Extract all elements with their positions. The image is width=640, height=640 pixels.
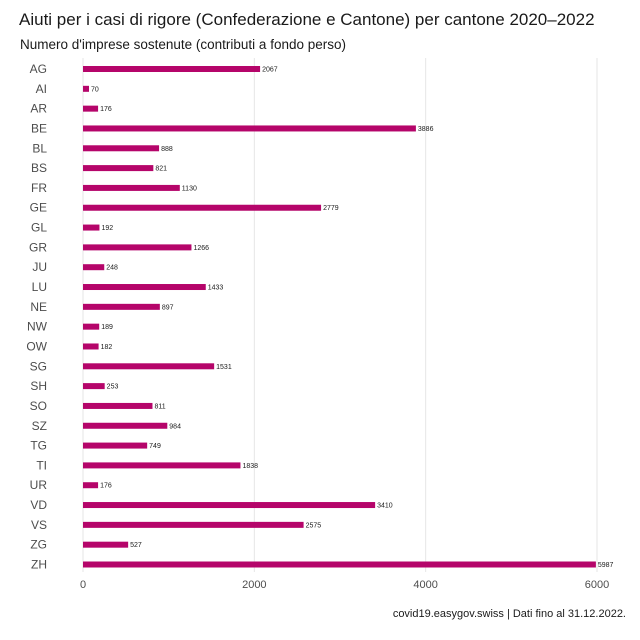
y-tick-label: BL xyxy=(32,141,47,155)
value-label: 182 xyxy=(101,344,113,351)
value-label: 70 xyxy=(91,86,99,93)
bar xyxy=(83,402,153,409)
bars xyxy=(83,66,596,568)
bar xyxy=(83,442,148,449)
value-label: 192 xyxy=(101,225,113,232)
bar xyxy=(83,125,416,132)
y-tick-label: OW xyxy=(26,339,47,353)
value-label: 897 xyxy=(162,304,174,311)
bar xyxy=(83,284,206,291)
value-label: 821 xyxy=(155,166,167,173)
y-tick-label: LU xyxy=(32,280,47,294)
y-tick-label: ZH xyxy=(31,558,47,572)
value-label: 2575 xyxy=(306,522,322,529)
bar xyxy=(83,343,99,350)
value-label: 3410 xyxy=(377,503,393,510)
y-tick-label: VD xyxy=(30,498,47,512)
y-tick-label: UR xyxy=(30,478,48,492)
value-label: 2779 xyxy=(323,205,339,212)
bar xyxy=(83,204,322,211)
source-caption: covid19.easygov.swiss | Dati fino al 31.… xyxy=(392,608,626,620)
bar xyxy=(83,145,160,152)
value-label: 1531 xyxy=(216,364,232,371)
bar xyxy=(83,264,105,271)
y-tick-label: BE xyxy=(31,121,47,135)
value-label: 1433 xyxy=(208,285,224,292)
y-tick-label: SZ xyxy=(32,419,47,433)
y-tick-label: SH xyxy=(30,379,47,393)
bar xyxy=(83,422,168,429)
y-tick-label: VS xyxy=(31,518,47,532)
grid-lines xyxy=(82,58,598,572)
y-axis-ticks: AG AI AR BE BL BS FR GE GL GR JU LU NE NW OW SG SH SO SZ TG… xyxy=(26,62,47,572)
y-tick-label: NE xyxy=(30,300,47,314)
bar xyxy=(83,482,99,489)
bar xyxy=(83,502,376,509)
y-tick-label: BS xyxy=(31,161,47,175)
value-label: 984 xyxy=(169,423,181,430)
value-label: 1130 xyxy=(182,185,197,192)
x-tick-label: 0 xyxy=(80,579,86,591)
y-tick-label: TI xyxy=(36,458,47,472)
bar xyxy=(83,303,160,310)
y-tick-label: GR xyxy=(29,240,47,254)
y-tick-label: GL xyxy=(31,221,47,235)
y-tick-label: SO xyxy=(30,399,47,413)
bar xyxy=(83,363,215,370)
value-label: 176 xyxy=(100,106,112,113)
bar xyxy=(83,521,304,528)
value-labels: 2067 70 176 3886 888 821 1130 2779 192 1266 248 143… xyxy=(91,67,614,570)
y-tick-label: TG xyxy=(30,439,47,453)
bar xyxy=(83,323,100,330)
y-tick-label: AI xyxy=(36,82,47,96)
bar xyxy=(83,541,129,548)
x-tick-label: 4000 xyxy=(413,579,437,591)
y-tick-label: NW xyxy=(27,320,48,334)
bar xyxy=(83,244,192,251)
bar xyxy=(83,224,100,231)
x-tick-label: 6000 xyxy=(585,579,609,591)
value-label: 527 xyxy=(130,542,142,549)
bar xyxy=(83,105,99,112)
y-tick-label: AR xyxy=(30,102,47,116)
bar xyxy=(83,184,180,191)
y-tick-label: GE xyxy=(30,201,47,215)
value-label: 5987 xyxy=(598,562,614,569)
y-tick-label: JU xyxy=(32,260,47,274)
y-tick-label: ZG xyxy=(30,538,47,552)
value-label: 1266 xyxy=(193,245,209,252)
bar xyxy=(83,383,105,390)
x-tick-label: 2000 xyxy=(242,579,266,591)
x-axis-ticks: 0 2000 4000 6000 xyxy=(80,579,609,591)
bar xyxy=(83,462,241,469)
bar xyxy=(83,561,596,568)
value-label: 749 xyxy=(149,443,161,450)
bar xyxy=(83,85,89,92)
value-label: 811 xyxy=(154,403,165,410)
y-tick-label: FR xyxy=(31,181,47,195)
value-label: 176 xyxy=(100,483,112,490)
value-label: 248 xyxy=(106,265,118,272)
value-label: 189 xyxy=(101,324,113,331)
bar xyxy=(83,66,261,72)
y-tick-label: AG xyxy=(30,62,47,76)
chart-subtitle: Numero d'imprese sostenute (contributi a… xyxy=(20,37,346,52)
chart-title: Aiuti per i casi di rigore (Confederazio… xyxy=(19,10,595,29)
y-tick-label: SG xyxy=(30,359,47,373)
value-label: 2067 xyxy=(262,67,278,74)
value-label: 1838 xyxy=(242,463,258,470)
value-label: 3886 xyxy=(418,126,434,133)
value-label: 888 xyxy=(161,146,173,153)
bar xyxy=(83,165,154,172)
value-label: 253 xyxy=(107,384,119,391)
